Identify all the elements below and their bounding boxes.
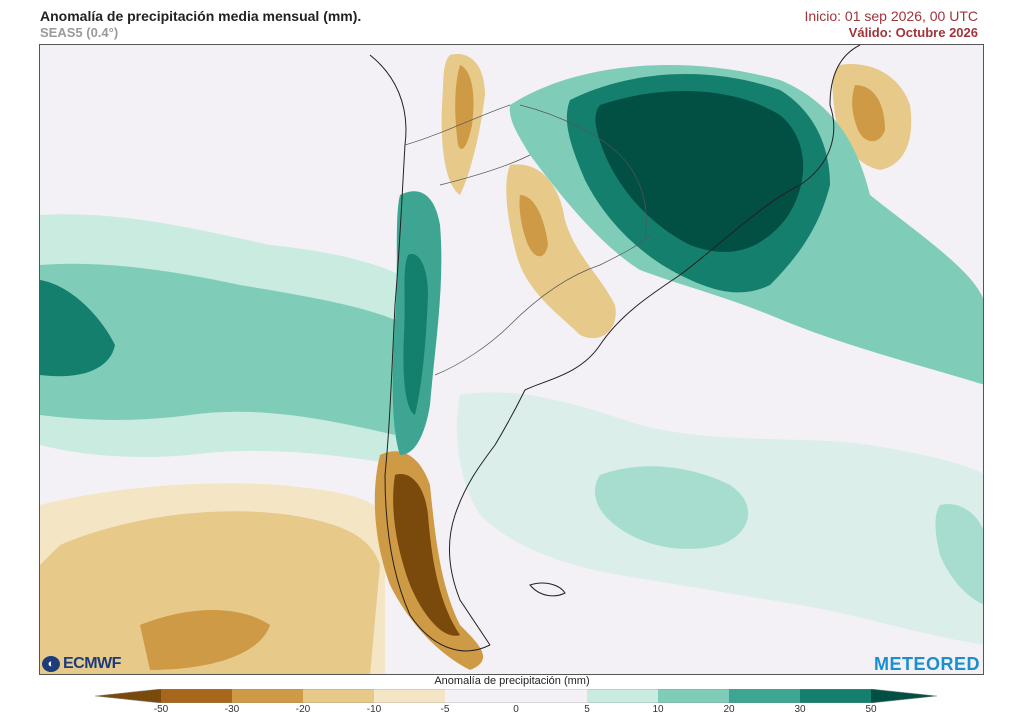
legend-swatch <box>800 689 872 703</box>
brazil-east-dry-mid <box>852 85 885 142</box>
south-atlantic-wet-light <box>456 392 983 645</box>
ecmwf-logo: ◐ ECMWF <box>42 655 121 673</box>
legend-tick-label: -5 <box>440 704 450 715</box>
ecmwf-logo-text: ECMWF <box>63 655 121 672</box>
south-brazil-wet-max <box>595 91 804 252</box>
legend-tick-label: 50 <box>865 704 877 715</box>
legend-swatch <box>587 689 659 703</box>
legend-tick-label: 10 <box>652 704 664 715</box>
patagonia-dry-strong <box>393 474 460 636</box>
andes-wet-core <box>403 254 428 415</box>
central-argentina-dry-mid <box>519 195 548 257</box>
meteored-logo: METEORED <box>873 654 980 674</box>
legend-arrow-left <box>95 689 161 703</box>
country-borders <box>404 104 651 376</box>
legend-tick-label: 30 <box>794 704 806 715</box>
legend-swatch <box>161 689 233 703</box>
legend-tick-label: -50 <box>153 704 169 715</box>
map-canvas <box>40 45 983 674</box>
legend-tick-label: -10 <box>366 704 382 715</box>
model-subtitle: SEAS5 (0.4°) <box>40 25 119 40</box>
pacific-wet-core <box>40 263 395 435</box>
legend-tick-label: 20 <box>723 704 735 715</box>
map-title: Anomalía de precipitación media mensual … <box>40 8 362 24</box>
legend-arrow-right <box>871 689 937 703</box>
pacific-wet-max <box>40 280 115 377</box>
init-date: Inicio: 01 sep 2026, 00 UTC <box>804 8 978 24</box>
ecmwf-logo-icon: ◐ <box>42 656 60 672</box>
north-andes-dry-mid <box>455 65 474 149</box>
south-pacific-dry <box>40 511 380 674</box>
legend-swatch <box>303 689 375 703</box>
legend-swatch <box>445 689 517 703</box>
valid-date: Válido: Octubre 2026 <box>848 25 978 40</box>
legend-swatch <box>374 689 446 703</box>
precipitation-anomaly-map <box>39 44 984 675</box>
legend-swatch <box>729 689 801 703</box>
legend-ticks: -50 -30 -20 -10 -5 0 5 10 20 30 50 <box>0 704 1024 718</box>
legend-tick-label: -20 <box>295 704 311 715</box>
legend-tick-label: 0 <box>513 704 519 715</box>
south-pacific-dry-mid <box>140 610 270 670</box>
legend-tick-label: 5 <box>584 704 590 715</box>
legend-swatch <box>516 689 588 703</box>
legend-colorbar <box>95 689 937 703</box>
legend-tick-label: -30 <box>224 704 240 715</box>
legend-title: Anomalía de precipitación (mm) <box>434 675 590 687</box>
legend-swatch <box>232 689 304 703</box>
legend-swatch <box>658 689 730 703</box>
